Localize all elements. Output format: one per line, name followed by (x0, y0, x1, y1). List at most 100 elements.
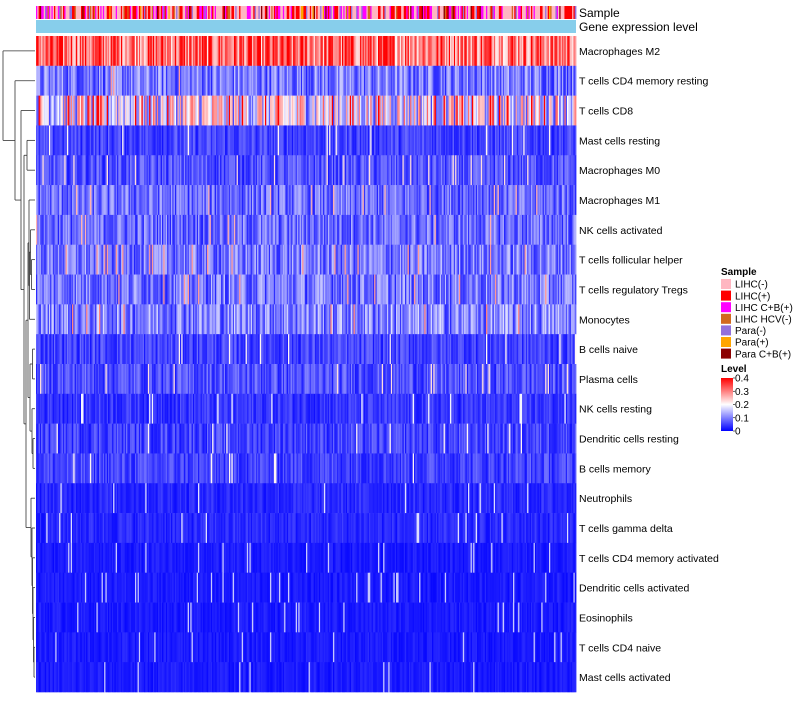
heatmap-cell (128, 185, 131, 216)
sample-track-cell (356, 6, 358, 19)
heatmap-cell (77, 155, 79, 186)
heatmap-cell (532, 155, 534, 186)
heatmap-cell (536, 244, 538, 275)
heatmap-cell (47, 334, 50, 365)
heatmap-cell (532, 185, 534, 216)
heatmap-cell (276, 334, 279, 365)
heatmap-cell (477, 304, 479, 335)
heatmap-cell (393, 65, 396, 96)
heatmap-cell (307, 274, 309, 305)
heatmap-cell (443, 36, 446, 67)
heatmap-cell (541, 125, 543, 156)
heatmap-cell (79, 125, 82, 156)
heatmap-cell (492, 214, 495, 246)
heatmap-cell (268, 125, 271, 156)
heatmap-cell (546, 304, 549, 335)
heatmap-cell (349, 65, 352, 96)
heatmap-cell (66, 65, 69, 96)
heatmap-cell (374, 125, 376, 156)
heatmap-cell (87, 185, 90, 216)
heatmap-cell (186, 185, 189, 216)
heatmap-cell (279, 185, 281, 216)
heatmap-cell (114, 125, 117, 156)
heatmap-cell (365, 274, 367, 305)
heatmap-cell (478, 65, 480, 96)
heatmap-cell (371, 125, 374, 156)
heatmap-cell (128, 304, 131, 335)
heatmap-cell (133, 274, 136, 305)
heatmap-cell (506, 65, 509, 96)
heatmap-cell (207, 155, 209, 186)
heatmap-cell (180, 244, 182, 275)
heatmap-cell (534, 185, 537, 216)
heatmap-cell (162, 304, 164, 335)
heatmap-cell (63, 334, 65, 365)
heatmap-cell (236, 36, 239, 67)
heatmap-cell (399, 274, 402, 305)
heatmap-cell (190, 125, 192, 156)
sample-track-cell (100, 6, 102, 19)
heatmap-cell (378, 274, 380, 305)
sample-track-cell (534, 6, 537, 19)
heatmap-cell (511, 36, 514, 67)
heatmap-cell (573, 244, 576, 275)
heatmap-cell (282, 304, 285, 335)
heatmap-cell (333, 274, 335, 305)
heatmap-cell (156, 244, 159, 275)
heatmap-cell (298, 95, 300, 126)
heatmap-cell (84, 95, 87, 126)
heatmap-cell (573, 95, 576, 126)
heatmap-cell (545, 155, 547, 186)
heatmap-cell (564, 95, 567, 126)
heatmap-cell (192, 125, 195, 156)
heatmap-cell (75, 214, 78, 246)
heatmap-cell (380, 185, 383, 216)
heatmap-cell (384, 125, 387, 156)
heatmap-cell (177, 304, 180, 335)
heatmap-cell (253, 334, 255, 365)
sample-track-cell (339, 6, 342, 19)
heatmap-cell (106, 185, 109, 216)
heatmap-cell (293, 185, 295, 216)
heatmap-cell (375, 274, 378, 305)
sample-track-cell (318, 6, 321, 19)
heatmap-cell (389, 125, 392, 156)
heatmap-cell (443, 274, 446, 305)
sample-track-cell (416, 6, 419, 19)
heatmap-cell (187, 95, 190, 126)
heatmap-cell (261, 334, 263, 365)
heatmap-cell (474, 155, 477, 186)
heatmap-cell (149, 274, 151, 305)
heatmap-cell (210, 274, 213, 305)
heatmap-cell (255, 36, 258, 67)
heatmap-cell (438, 274, 441, 305)
sample-track-cell (459, 6, 461, 19)
heatmap-cell (547, 244, 550, 275)
heatmap-cell (208, 244, 210, 275)
heatmap-cell (140, 304, 142, 335)
heatmap-cell (435, 185, 438, 216)
heatmap-cell (412, 274, 415, 305)
heatmap-cell (551, 304, 554, 335)
heatmap-cell (570, 125, 573, 156)
heatmap-cell (515, 304, 518, 335)
heatmap-cell (533, 214, 536, 246)
heatmap-cell (73, 304, 75, 335)
heatmap-cell (221, 36, 223, 67)
heatmap-cell (482, 65, 484, 96)
heatmap-cell (338, 185, 340, 216)
heatmap-cell (501, 155, 504, 186)
heatmap-cell (244, 155, 246, 186)
heatmap-cell (303, 244, 306, 275)
heatmap-cell (493, 155, 496, 186)
heatmap-cell (459, 274, 461, 305)
heatmap-cell (48, 334, 51, 365)
heatmap-cell (63, 214, 65, 246)
heatmap-cell (367, 214, 370, 246)
heatmap-cell (204, 65, 207, 96)
heatmap-cell (230, 304, 232, 335)
heatmap-cell (267, 185, 270, 216)
heatmap-cell (509, 155, 511, 186)
heatmap-cell (450, 65, 452, 96)
heatmap-cell (158, 185, 160, 216)
